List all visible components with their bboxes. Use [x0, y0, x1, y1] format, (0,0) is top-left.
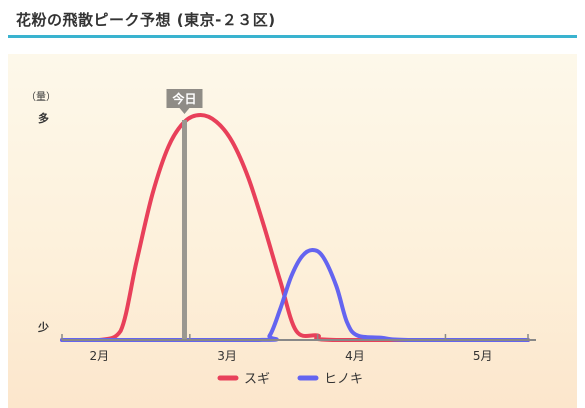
x-tick-label-3: 5月	[473, 349, 493, 363]
today-badge-pointer	[179, 108, 190, 114]
legend-label-1: ヒノキ	[324, 372, 363, 387]
y-level-high: 多	[38, 111, 49, 125]
today-label: 今日	[171, 91, 196, 106]
today-badge	[166, 89, 203, 108]
unit-label: （量）	[26, 91, 56, 103]
series-line-1	[60, 248, 530, 343]
legend-label-0: スギ	[244, 372, 270, 387]
x-tick-label-2: 4月	[345, 349, 365, 363]
chart-panel	[8, 54, 577, 408]
y-level-low: 少	[37, 320, 49, 334]
title-underline	[8, 35, 577, 38]
x-tick-label-0: 2月	[89, 349, 109, 363]
page-title: 花粉の飛散ピーク予想 (東京-２３区)	[16, 11, 276, 29]
series-line-0	[60, 113, 530, 343]
x-tick-label-1: 3月	[217, 349, 237, 363]
